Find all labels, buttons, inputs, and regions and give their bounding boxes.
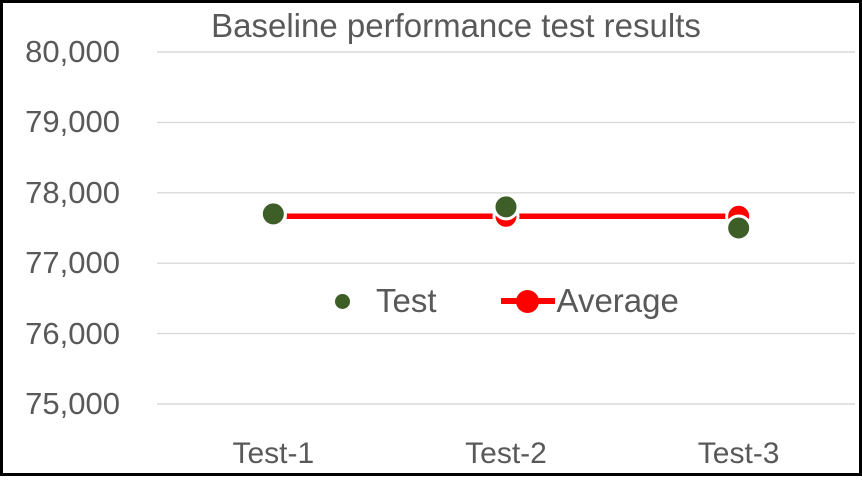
- legend-average-label: Average: [556, 282, 679, 319]
- legend-test-label: Test: [376, 282, 437, 319]
- test-series-point: [259, 200, 287, 228]
- legend-test-marker: [335, 293, 350, 309]
- chart-title: Baseline performance test results: [211, 7, 701, 44]
- legend-item-average: Average: [500, 282, 679, 320]
- legend-average-marker: [500, 282, 555, 320]
- test-series-point: [725, 214, 753, 242]
- legend-item-test: Test: [335, 282, 437, 320]
- test-series-point: [492, 193, 520, 221]
- legend-average-dot: [515, 290, 539, 313]
- chart-legend: Test Average: [335, 281, 679, 321]
